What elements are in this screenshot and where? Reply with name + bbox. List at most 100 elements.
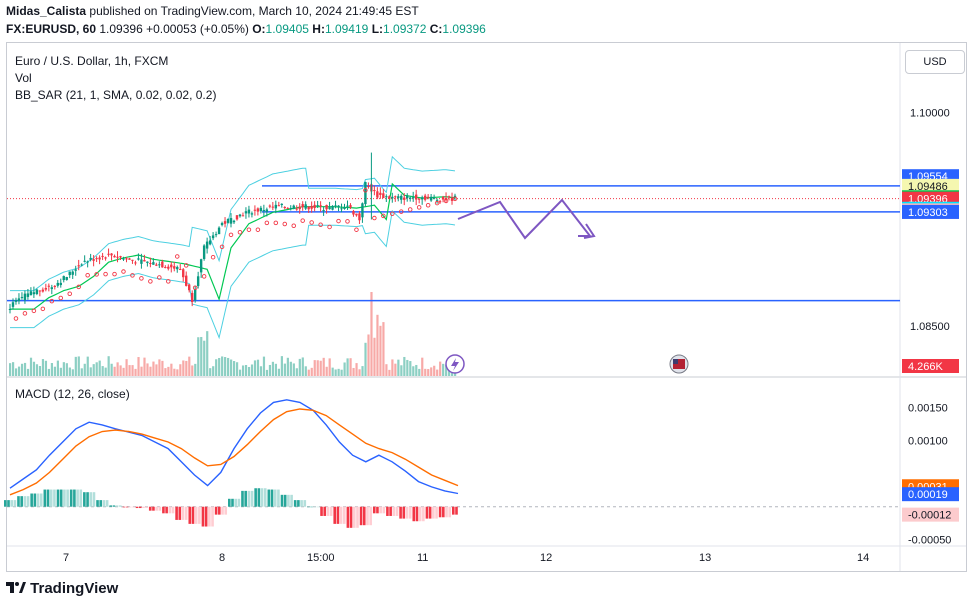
- volume-bar: [442, 363, 445, 376]
- volume-bar: [23, 362, 27, 376]
- macd-histogram-bar: [372, 506, 376, 514]
- macd-histogram-bar: [408, 506, 412, 519]
- macd-histogram-bar: [425, 506, 429, 519]
- macd-histogram-bar: [244, 490, 247, 507]
- candle-body: [391, 196, 394, 199]
- macd-histogram-bar: [20, 496, 23, 507]
- vol-legend[interactable]: Vol: [15, 71, 32, 85]
- volume-bar: [304, 366, 307, 376]
- volume-bar: [343, 362, 346, 376]
- candle-body: [29, 291, 33, 296]
- volume-bar: [349, 358, 352, 376]
- macd-histogram-bar: [382, 506, 386, 514]
- volume-bar: [185, 360, 188, 376]
- time-tick-label: 12: [540, 552, 552, 564]
- candle-body: [146, 261, 149, 263]
- candle-body: [23, 293, 27, 301]
- macd-histogram-bar: [49, 489, 53, 507]
- time-tick-label: 14: [857, 552, 869, 564]
- macd-histogram-bar: [59, 489, 63, 507]
- volume-bar: [256, 359, 260, 376]
- candle-body: [262, 210, 266, 212]
- main-legend-title[interactable]: Euro / U.S. Dollar, 1h, FXCM: [15, 54, 169, 68]
- volume-bar: [53, 366, 56, 376]
- macd-histogram: [4, 488, 458, 528]
- candle-body: [334, 205, 337, 207]
- sar-dot: [31, 308, 37, 314]
- candle-body: [47, 285, 51, 287]
- candle-body: [107, 253, 110, 255]
- volume-bar: [307, 369, 310, 376]
- macd-histogram-bar: [333, 506, 337, 524]
- macd-histogram-bar: [359, 506, 363, 526]
- tradingview-logo-icon: [6, 582, 26, 593]
- candle-body: [131, 259, 134, 261]
- candle-body: [50, 287, 54, 290]
- volume-bar: [128, 365, 131, 376]
- candle-body: [280, 203, 283, 206]
- macd-legend[interactable]: MACD (12, 26, close): [15, 387, 130, 401]
- volume-bar: [421, 357, 424, 376]
- macd-histogram-bar: [89, 492, 93, 507]
- macd-histogram-bar: [366, 506, 369, 526]
- macd-histogram-bar: [402, 506, 406, 519]
- macd-histogram-bar: [452, 506, 455, 515]
- macd-histogram-bar: [313, 506, 317, 508]
- macd-histogram-bar: [188, 506, 192, 524]
- candle-body: [193, 289, 197, 301]
- published-text: published on TradingView.com, March 10, …: [89, 4, 419, 18]
- sar-dot: [157, 275, 162, 280]
- volume-tag-bg: [902, 359, 959, 373]
- volume-bar: [337, 368, 340, 376]
- volume-bar: [50, 363, 54, 376]
- open-value: 1.09405: [265, 22, 309, 36]
- bb-sar-legend[interactable]: BB_SAR (21, 1, SMA, 0.02, 0.02, 0.2): [15, 88, 217, 102]
- candle-body: [316, 205, 319, 207]
- author-name[interactable]: Midas_Calista: [6, 4, 87, 18]
- macd-histogram-bar: [39, 493, 43, 507]
- candle-body: [379, 192, 382, 195]
- candle-body: [41, 289, 45, 292]
- volume-bar: [83, 363, 86, 376]
- macd-histogram-bar: [307, 506, 310, 508]
- candle-body: [188, 284, 191, 291]
- candle-body: [8, 308, 12, 310]
- macd-histogram-bar: [362, 506, 366, 526]
- candle-body: [149, 263, 152, 265]
- candle-body: [205, 241, 209, 249]
- volume-bar: [113, 366, 116, 376]
- volume-bar: [134, 368, 137, 376]
- candle-body: [331, 205, 334, 210]
- macd-histogram-bar: [214, 506, 218, 515]
- candle-body: [447, 196, 451, 198]
- sar-dot: [58, 295, 64, 301]
- sar-dot: [130, 273, 135, 278]
- sar-dot: [112, 271, 117, 277]
- macd-histogram-bar: [115, 505, 119, 507]
- candle-body: [271, 206, 275, 208]
- sar-dot: [443, 198, 449, 204]
- candle-body: [388, 196, 391, 199]
- sar-dot: [85, 272, 90, 278]
- low-value: 1.09372: [383, 22, 427, 36]
- candle-body: [355, 213, 358, 216]
- macd-histogram-bar: [10, 500, 13, 507]
- macd-histogram-bar: [310, 506, 313, 508]
- volume-bar: [29, 357, 33, 376]
- sar-dot: [407, 207, 413, 212]
- candle-body: [68, 271, 71, 276]
- currency-button[interactable]: USD: [905, 50, 965, 74]
- macd-histogram-bar: [438, 506, 442, 518]
- volume-bar: [56, 360, 59, 376]
- candle-body: [286, 208, 289, 210]
- candle-body: [185, 275, 188, 286]
- macd-histogram-bar: [283, 494, 287, 507]
- volume-bar: [173, 368, 176, 376]
- price-tick-label: 1.10000: [910, 108, 950, 120]
- volume-bar: [167, 366, 170, 376]
- candle-body: [83, 260, 86, 262]
- candle-body: [364, 182, 367, 205]
- candle-body: [173, 266, 176, 269]
- candle-body: [20, 296, 24, 298]
